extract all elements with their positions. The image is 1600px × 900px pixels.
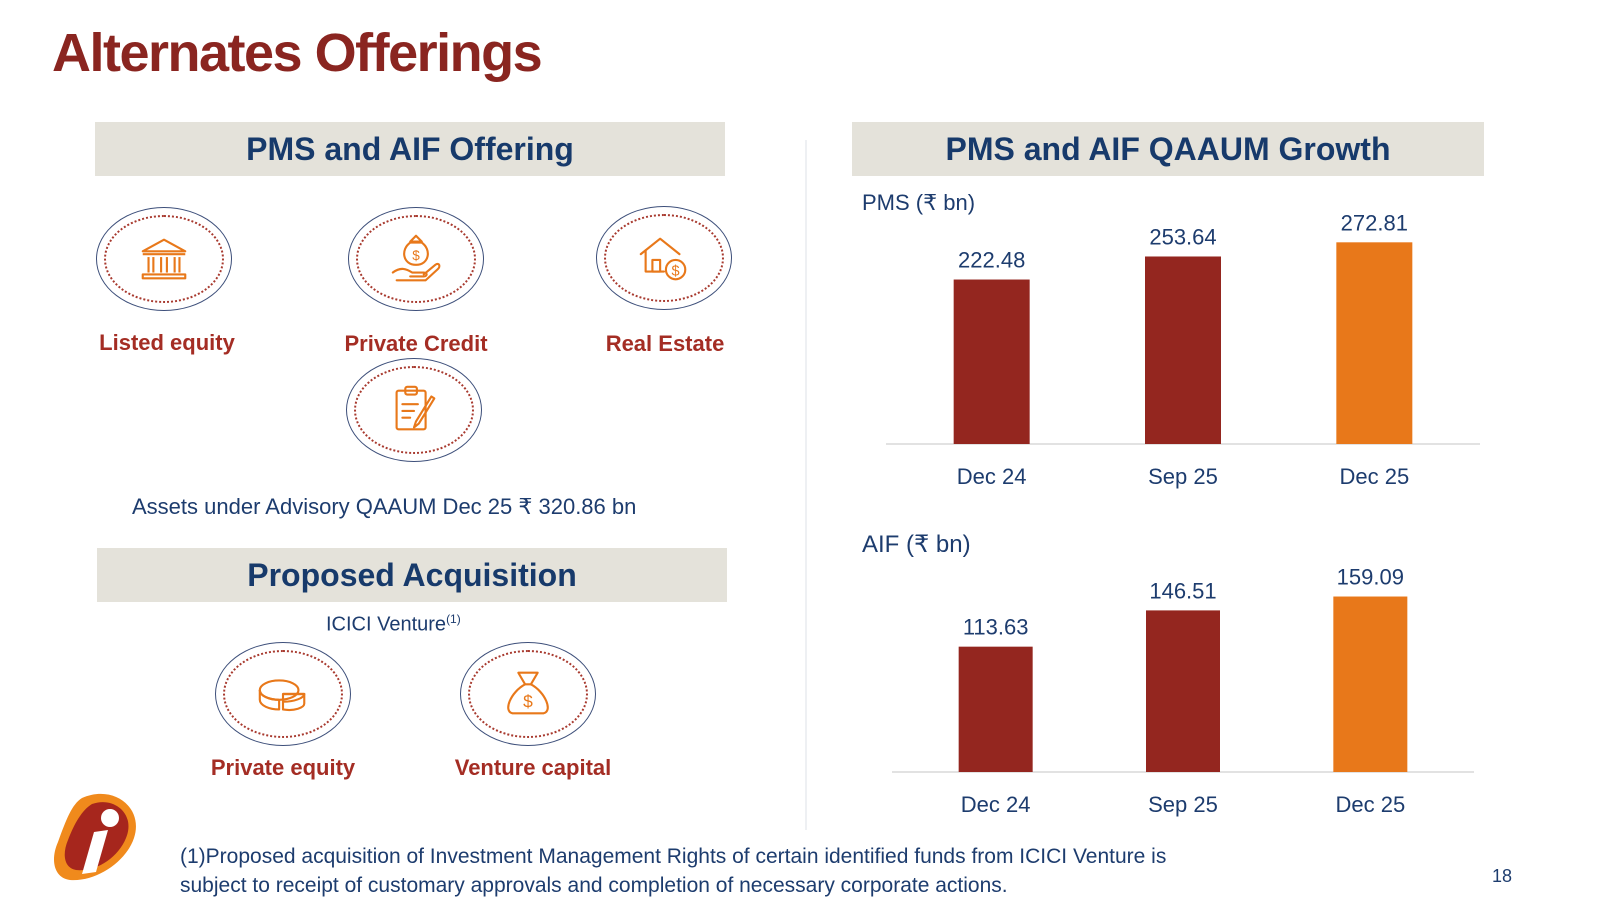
aif-bar-dec-25 [1333, 596, 1408, 772]
bank-icon [141, 238, 187, 280]
page-number: 18 [1491, 866, 1512, 886]
column-divider [805, 140, 807, 830]
aif-value-label: 159.09 [1337, 565, 1404, 590]
pms-value-label: 272.81 [1341, 215, 1408, 235]
real-estate-label: Real Estate [605, 331, 725, 356]
aif-category-label: Dec 25 [1335, 792, 1405, 817]
icici-logo [54, 793, 136, 881]
money-bag-icon: $ [507, 671, 549, 715]
footnote-marker: (1) [446, 612, 461, 626]
acquisition-header: Proposed Acquisition [97, 548, 727, 602]
listed-equity-badge [96, 207, 232, 311]
aif-category-label: Sep 25 [1148, 792, 1218, 817]
pms-value-label: 222.48 [958, 248, 1025, 273]
acquisition-subtitle: ICICI Venture(1) [326, 612, 461, 637]
clipboard-pen-icon [395, 385, 436, 431]
advisory-badge [346, 358, 482, 462]
private-credit-label: Private Credit [344, 331, 488, 356]
pms-chart-title: PMS (₹ bn) [862, 190, 976, 215]
aif-chart-title: AIF (₹ bn) [862, 531, 971, 558]
aif-value-label: 113.63 [963, 615, 1029, 640]
pms-category-label: Dec 25 [1339, 464, 1409, 489]
page-title: Alternates Offerings [52, 23, 543, 83]
money-bag-hand-icon: $ [391, 234, 441, 282]
venture-capital-badge: $ [460, 642, 596, 746]
aif-bar-dec-24 [958, 646, 1033, 772]
real-estate-badge: $ [596, 206, 732, 310]
advisory-note: Assets under Advisory QAAUM Dec 25 ₹ 320… [132, 494, 637, 519]
house-dollar-icon: $ [639, 237, 687, 281]
pms-category-label: Dec 24 [957, 464, 1027, 489]
pie-chart-icon [258, 679, 306, 711]
aif-bar-sep-25 [1146, 610, 1220, 772]
pms-bar-dec-25 [1336, 242, 1413, 444]
footnote-line-2: subject to receipt of customary approval… [180, 874, 1008, 897]
pms-category-label: Sep 25 [1148, 464, 1218, 489]
listed-equity-label: Listed equity [99, 330, 235, 355]
pms-bar-dec-24 [953, 279, 1030, 444]
pms-value-label: 253.64 [1149, 224, 1216, 249]
aif-value-label: 146.51 [1149, 578, 1216, 603]
acquisition-subtitle-text: ICICI Venture [326, 613, 447, 636]
footnote-line-1: (1)Proposed acquisition of Investment Ma… [180, 845, 1167, 868]
footnote: (1)Proposed acquisition of Investment Ma… [180, 842, 1380, 900]
private-credit-badge: $ [348, 207, 484, 311]
svg-text:$: $ [412, 248, 420, 263]
pms-bar-sep-25 [1145, 256, 1221, 444]
aif-bar-chart: 113.63 Dec 24 146.51 Sep 25 159.09 Dec 25 [892, 565, 1474, 817]
private-equity-badge [215, 642, 351, 746]
aif-category-label: Dec 24 [961, 792, 1031, 817]
venture-capital-label: Venture capital [454, 755, 612, 780]
pms-bar-chart: 222.48 Dec 24 253.64 Sep 25 272.81 Dec 25 [886, 215, 1480, 489]
private-equity-label: Private equity [210, 755, 356, 780]
offering-header: PMS and AIF Offering [95, 122, 725, 176]
svg-text:$: $ [523, 692, 533, 712]
svg-text:$: $ [672, 263, 680, 279]
growth-header: PMS and AIF QAAUM Growth [852, 122, 1484, 176]
